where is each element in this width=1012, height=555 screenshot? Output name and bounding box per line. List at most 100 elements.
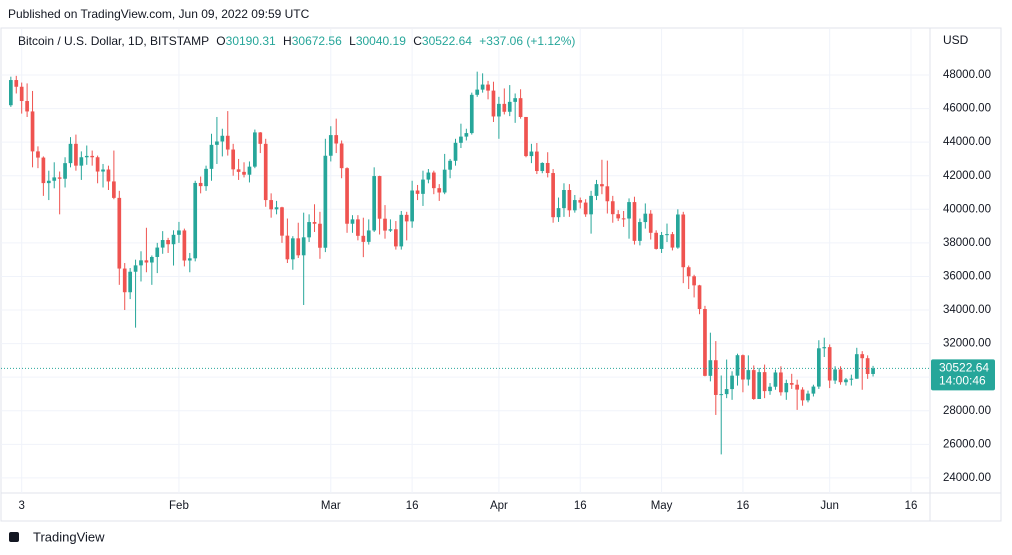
candle-body <box>290 238 295 260</box>
candle-body <box>583 202 588 215</box>
candle-body <box>854 354 859 379</box>
y-tick-label: 40000.00 <box>943 203 991 215</box>
candle-body <box>844 379 848 383</box>
candle-body <box>323 155 328 248</box>
candle-body <box>779 372 783 393</box>
y-tick-label: 36000.00 <box>943 270 991 282</box>
candle-body <box>187 258 192 261</box>
candle-body <box>394 229 398 247</box>
candle-body <box>41 157 46 184</box>
candle-body <box>285 235 290 260</box>
candle-body <box>497 103 501 117</box>
candle-body <box>719 394 724 396</box>
y-tick-label: 38000.00 <box>943 237 991 249</box>
legend-close: 30522.64 <box>422 34 472 48</box>
candle-body <box>578 200 583 203</box>
candle-body <box>220 135 225 142</box>
candle-body <box>594 184 599 196</box>
candle-body <box>415 190 420 194</box>
candle-body <box>269 200 273 210</box>
candle-body <box>816 348 821 387</box>
candle-body <box>231 149 236 170</box>
candle-body <box>838 369 843 383</box>
candle-body <box>421 179 425 194</box>
candle-body <box>692 276 696 286</box>
candle-body <box>448 160 452 170</box>
candle-body <box>469 94 474 134</box>
candle-body <box>464 133 469 137</box>
candle-body <box>101 169 105 172</box>
candle-body <box>79 157 84 166</box>
candle-body <box>735 355 740 376</box>
candle-body <box>545 162 550 174</box>
candle-body <box>193 182 198 259</box>
x-tick-label: 16 <box>574 500 587 512</box>
candle-body <box>713 360 718 395</box>
candle-body <box>225 135 230 150</box>
candle-body <box>345 168 349 224</box>
y-tick-label: 24000.00 <box>943 472 991 484</box>
candle-body <box>811 386 816 394</box>
candle-body <box>746 370 751 380</box>
candle-body <box>46 180 51 184</box>
legend-label: O <box>216 34 225 48</box>
candle-body <box>605 186 610 202</box>
candle-body <box>296 238 301 256</box>
candle-body <box>263 143 268 201</box>
candle-body <box>480 84 485 90</box>
candle-body <box>106 169 111 182</box>
candle-body <box>431 172 436 189</box>
legend-label: C <box>413 34 422 48</box>
candle-body <box>253 132 257 167</box>
candle-body <box>301 237 306 256</box>
candle-body <box>312 222 317 224</box>
candle-body <box>84 155 89 158</box>
x-tick-label: 16 <box>905 500 918 512</box>
candle-body <box>426 172 431 180</box>
candle-body <box>768 386 772 392</box>
candle-body <box>703 309 707 376</box>
candle-body <box>491 90 496 117</box>
y-tick-label: 26000.00 <box>943 438 991 450</box>
candle-body <box>822 347 827 349</box>
candle-body <box>258 132 263 144</box>
candle-body <box>784 383 789 393</box>
candle-body <box>274 207 279 210</box>
candle-body <box>556 208 561 218</box>
candle-body <box>366 230 371 242</box>
candle-body <box>410 190 414 222</box>
candle-body <box>399 214 404 247</box>
candle-body <box>600 184 604 187</box>
candle-body <box>475 89 480 95</box>
candle-body <box>507 101 512 112</box>
y-tick-label: 42000.00 <box>943 170 991 182</box>
candle-body <box>724 389 729 395</box>
x-tick-label: Jun <box>820 500 839 512</box>
candle-body <box>524 116 528 157</box>
candle-body <box>789 383 794 385</box>
candle-body <box>209 144 214 169</box>
axes: 24000.0026000.0028000.0030000.0032000.00… <box>18 69 995 512</box>
y-tick-label: 44000.00 <box>943 136 991 148</box>
candle-body <box>632 202 637 241</box>
symbol-title: Bitcoin / U.S. Dollar, 1D, BITSTAMP <box>18 34 209 48</box>
last-price-tag <box>931 359 995 391</box>
x-tick-label: Apr <box>490 500 508 512</box>
candle-body <box>215 141 219 145</box>
x-tick-label: May <box>651 500 673 512</box>
x-tick-label: Feb <box>169 500 189 512</box>
candle-body <box>833 369 837 381</box>
candle-body <box>648 213 653 233</box>
candle-body <box>730 375 734 390</box>
candle-body <box>339 143 344 169</box>
candle-body <box>117 197 122 269</box>
candle-body <box>19 86 24 102</box>
x-tick-label: Mar <box>321 500 341 512</box>
candle-body <box>773 372 778 387</box>
candle-body <box>697 285 702 310</box>
candle-body <box>453 142 458 161</box>
chart-frame <box>0 27 1002 522</box>
grid <box>1 29 930 493</box>
y-tick-label: 34000.00 <box>943 304 991 316</box>
